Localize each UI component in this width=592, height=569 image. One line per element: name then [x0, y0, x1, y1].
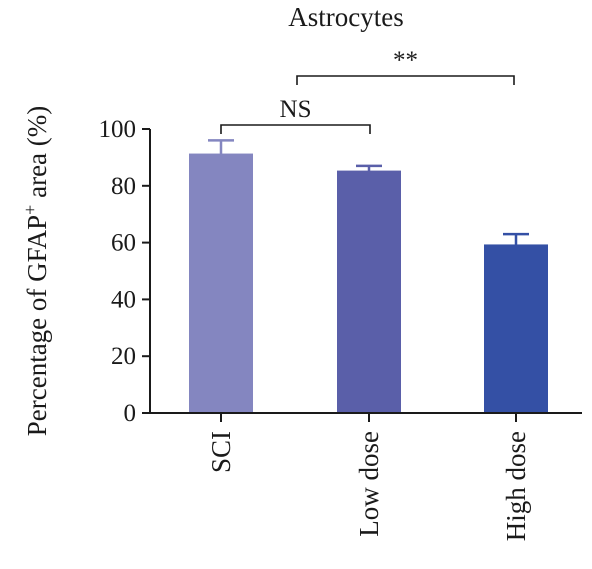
chart-title: Astrocytes [288, 2, 403, 32]
significance-label: NS [280, 96, 312, 123]
y-tick-label: 60 [111, 230, 136, 257]
error-bar-high-dose [503, 232, 529, 246]
y-tick-label: 0 [124, 400, 137, 427]
y-axis: 0 20 40 60 80 100 [99, 116, 151, 427]
x-category-label: High dose [501, 431, 531, 541]
y-axis-label: Percentage of GFAP+ area (%) [20, 106, 52, 437]
bar-high-dose [484, 244, 548, 414]
error-bar-sci [208, 139, 234, 155]
x-axis: SCI Low dose High dose [142, 412, 582, 541]
bar-sci [189, 153, 253, 414]
y-axis-label-superscript: + [20, 205, 40, 215]
significance-bracket [296, 75, 515, 85]
y-axis-label-main: Percentage of GFAP [22, 215, 52, 436]
bars-group [189, 153, 548, 414]
x-category-label: Low dose [354, 431, 384, 537]
y-tick-label: 40 [111, 286, 136, 313]
bar-low-dose [337, 170, 401, 414]
y-tick-label: 100 [99, 116, 137, 143]
significance-label: ** [393, 47, 418, 74]
y-axis-label-tail: area (%) [22, 106, 52, 205]
x-category-label: SCI [206, 431, 236, 473]
significance-brackets: NS ** [220, 47, 515, 134]
y-tick-label: 20 [111, 343, 136, 370]
significance-bracket [220, 124, 371, 134]
error-bars-group [208, 139, 529, 246]
y-tick-label: 80 [111, 173, 136, 200]
error-bar-low-dose [356, 164, 382, 172]
